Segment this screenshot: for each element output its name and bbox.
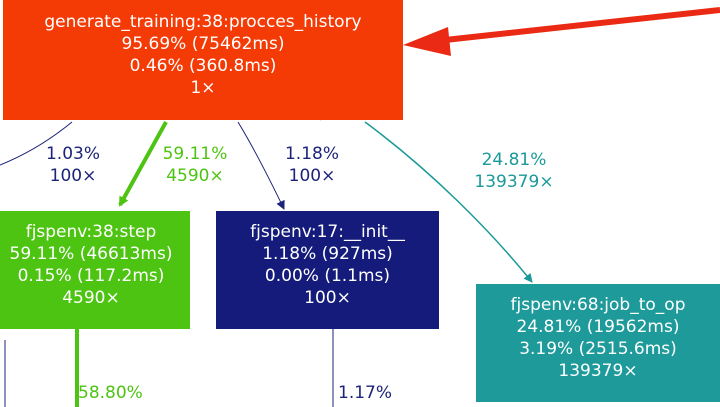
node-calls: 100× <box>304 288 351 308</box>
node-title: fjspenv:68:job_to_op <box>510 295 686 315</box>
edge-incoming-arrowhead <box>403 27 451 56</box>
node-calls: 139379× <box>558 361 638 381</box>
edge-label-below-step: 58.80% <box>78 382 158 404</box>
edge-pct: 24.81% <box>481 150 547 170</box>
node-calls: 4590× <box>62 288 120 308</box>
node-title: fjspenv:38:step <box>25 222 157 242</box>
node-calls: 1× <box>190 78 216 98</box>
edge-label-to-job: 24.81% 139379× <box>462 149 566 193</box>
node-total: 95.69% (75462ms) <box>121 34 285 54</box>
edge-label-left-navy: 1.03% 100× <box>38 143 108 187</box>
node-self: 3.19% (2515.6ms) <box>519 339 677 359</box>
edge-to-init <box>237 121 285 210</box>
node-total: 24.81% (19562ms) <box>516 317 680 337</box>
edge-left-navy <box>0 121 73 166</box>
node-title: fjspenv:17:__init__ <box>250 222 405 242</box>
node-total: 59.11% (46613ms) <box>9 244 173 264</box>
edge-to-job <box>364 121 533 283</box>
edge-label-below-init: 1.17% <box>338 382 408 404</box>
node-self: 0.00% (1.1ms) <box>264 266 391 286</box>
node-procces-history[interactable]: generate_training:38:procces_history 95.… <box>3 0 403 120</box>
edge-pct: 59.11% <box>162 144 228 164</box>
edge-calls: 100× <box>49 166 97 186</box>
node-step[interactable]: fjspenv:38:step 59.11% (46613ms) 0.15% (… <box>0 211 190 329</box>
edge-pct: 1.18% <box>284 144 339 164</box>
edge-calls: 4590× <box>166 166 224 186</box>
edge-pct: 1.17% <box>338 383 393 403</box>
node-self: 0.46% (360.8ms) <box>129 56 277 76</box>
edge-label-to-step: 59.11% 4590× <box>155 143 235 187</box>
node-self: 0.15% (117.2ms) <box>17 266 165 286</box>
node-init[interactable]: fjspenv:17:__init__ 1.18% (927ms) 0.00% … <box>216 211 439 329</box>
edge-pct: 58.80% <box>78 383 143 403</box>
node-title: generate_training:38:procces_history <box>44 12 362 32</box>
edge-calls: 100× <box>288 166 336 186</box>
edge-calls: 139379× <box>474 172 554 192</box>
edge-label-to-init: 1.18% 100× <box>276 143 348 187</box>
node-total: 1.18% (927ms) <box>262 244 393 264</box>
edge-incoming-main <box>444 7 720 43</box>
node-job-to-op[interactable]: fjspenv:68:job_to_op 24.81% (19562ms) 3.… <box>476 284 720 402</box>
edge-pct: 1.03% <box>45 144 100 164</box>
edge-to-step <box>118 121 168 207</box>
